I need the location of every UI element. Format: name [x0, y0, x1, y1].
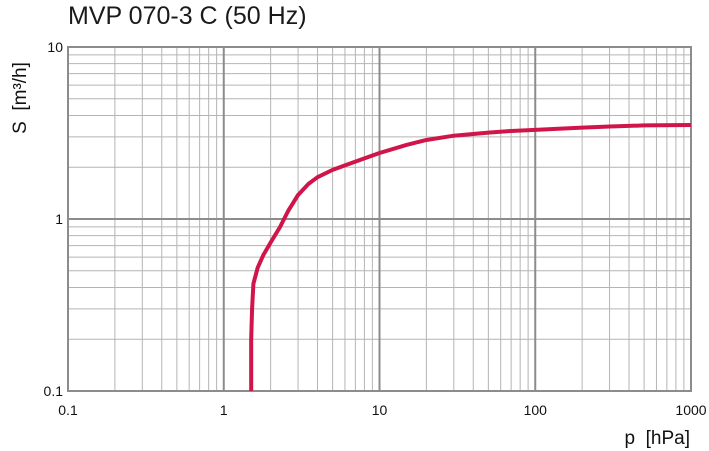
plot-area-frame [67, 46, 692, 392]
x-axis-label: p [hPa] [625, 428, 691, 449]
series-layer [249, 122, 692, 391]
x-tick-label: 1 [220, 402, 228, 418]
x-tick-label: 100 [524, 402, 548, 418]
chart-title: MVP 070-3 C (50 Hz) [68, 2, 307, 30]
x-tick-label: 1000 [675, 402, 706, 418]
y-tick-label: 10 [47, 39, 63, 55]
x-tick-labels: 0.1 1 10 100 1000 [58, 402, 707, 418]
y-tick-label: 1 [55, 211, 63, 227]
y-tick-label: 0.1 [44, 383, 64, 399]
y-axis-label: S [m³/h] [10, 62, 31, 134]
y-tick-labels: 0.1 1 10 [44, 39, 64, 399]
series-line [249, 122, 692, 391]
x-tick-label: 10 [372, 402, 388, 418]
x-tick-label: 0.1 [58, 402, 78, 418]
